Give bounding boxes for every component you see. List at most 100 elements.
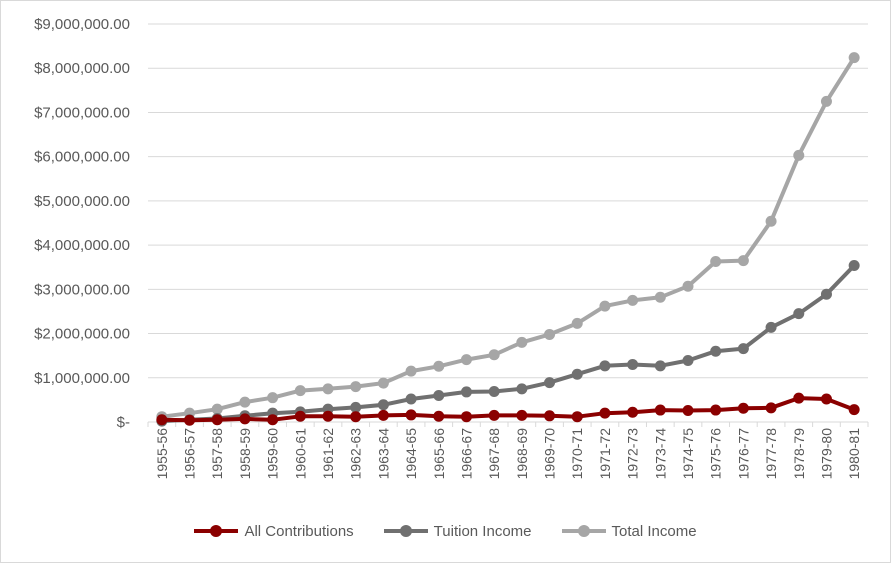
x-tick-label: 1963-64 [375,428,391,480]
data-point [710,404,722,416]
data-point [571,368,583,380]
data-point [211,414,223,426]
legend-label: All Contributions [244,522,354,540]
data-point [627,359,639,371]
data-point [571,317,583,329]
x-tick-label: 1970-71 [569,428,585,480]
data-point [765,402,777,414]
data-point [294,385,306,397]
y-tick-label: $5,000,000.00 [34,193,130,210]
legend-swatch-tuition-income [383,524,428,538]
data-point [322,383,334,395]
data-point [571,411,583,423]
data-point [350,401,362,413]
legend-item-tuition-income: Tuition Income [383,523,532,540]
y-tick-label: $3,000,000.00 [34,281,130,298]
data-point [488,385,500,397]
x-tick-label: 1966-67 [458,428,474,480]
data-point [516,336,528,348]
data-point [156,414,168,426]
x-tick-label: 1960-61 [292,428,308,480]
data-point [737,343,749,355]
data-point [599,300,611,312]
data-point [654,404,666,416]
legend-item-total-income: Total Income [561,522,697,540]
data-point [848,52,860,64]
x-tick-label: 1976-77 [735,428,751,480]
series-tuition-income [156,259,860,427]
x-tick-label: 1978-79 [791,428,807,480]
y-tick-label: $8,000,000.00 [34,60,130,77]
data-point [599,407,611,419]
data-point [460,386,472,398]
legend-swatch-all-contributions [194,524,239,538]
data-point [377,409,389,421]
x-tick-label: 1955-56 [154,428,170,480]
data-point [820,393,832,405]
data-point [765,321,777,333]
data-point [682,405,694,417]
data-point [211,403,223,415]
legend-marker [577,525,590,537]
data-point [793,308,805,320]
x-tick-label: 1962-63 [348,428,364,480]
data-point [460,411,472,423]
x-tick-label: 1979-80 [818,428,834,480]
gridlines [148,23,868,379]
x-tick-label: 1972-73 [625,428,641,480]
data-point [239,413,251,425]
data-point [460,354,472,366]
x-tick-label: 1971-72 [597,428,613,480]
x-tick-label: 1964-65 [403,428,419,480]
legend-label: Total Income [611,522,697,540]
data-point [239,396,251,408]
x-tick-label: 1974-75 [680,428,696,480]
data-point [405,393,417,405]
data-point [710,255,722,267]
data-point [377,399,389,411]
data-point [322,410,334,422]
data-point [848,259,860,271]
data-point [516,383,528,395]
x-tick-label: 1973-74 [652,428,668,480]
x-tick-label: 1961-62 [320,428,336,480]
data-point [737,255,749,267]
x-tick-label: 1968-69 [514,428,530,480]
data-point [627,406,639,418]
axes: $- $1,000,000.00 $2,000,000.00 $3,000,000.0… [34,16,869,480]
data-point [488,349,500,361]
y-tick-label: $9,000,000.00 [34,16,130,33]
legend-swatch-total-income [561,524,606,538]
data-point [682,280,694,292]
y-tick-label: $2,000,000.00 [34,326,130,343]
data-point [793,149,805,161]
data-point [433,389,445,401]
data-point [820,288,832,300]
series-lines [156,52,860,427]
x-tick-label: 1980-81 [846,428,862,480]
data-point [544,328,556,340]
data-point [350,381,362,393]
x-tick-label: 1958-59 [237,428,253,480]
data-point [267,414,279,426]
y-tick-label: $1,000,000.00 [34,370,130,387]
data-point [544,410,556,422]
data-point [710,345,722,357]
y-tick-label: $4,000,000.00 [34,237,130,254]
data-point [737,402,749,414]
data-point [599,360,611,372]
data-point [433,360,445,372]
data-point [627,294,639,306]
x-tick-label: 1965-66 [431,428,447,480]
series-line [159,55,857,419]
data-point [682,355,694,367]
data-point [405,409,417,421]
series-all-contributions [156,392,860,426]
data-point [654,360,666,372]
data-point [184,414,196,426]
x-tick-label: 1957-58 [209,428,225,480]
data-point [654,291,666,303]
data-point [820,95,832,107]
